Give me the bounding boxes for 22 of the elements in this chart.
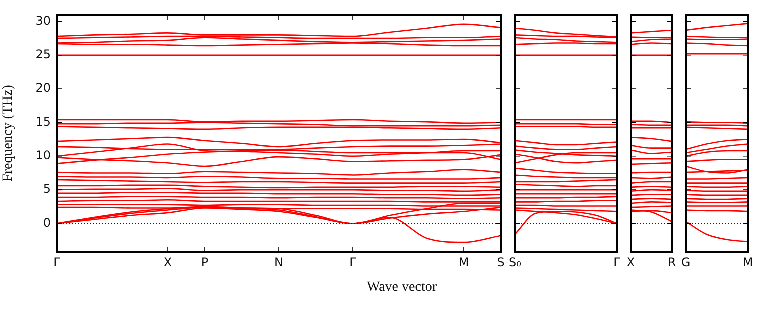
y-tick-label: 0 [43, 216, 51, 230]
y-tick-label: 25 [36, 48, 51, 62]
x-tick-label: P [201, 255, 209, 270]
y-tick-label: 20 [36, 81, 51, 96]
y-tick-label: 30 [36, 14, 51, 28]
x-tick-label: M [742, 255, 754, 270]
y-axis-title: Frequency (THz) [1, 84, 16, 182]
x-tick-label: Γ [614, 255, 621, 270]
x-tick-label: M [458, 255, 470, 270]
x-axis-title: Wave vector [366, 280, 438, 296]
x-tick-label: Γ [54, 255, 61, 270]
y-tick-label: 10 [36, 148, 51, 163]
x-tick-label: X [626, 255, 636, 270]
x-tick-label: S [497, 255, 505, 270]
y-tick-label: 15 [36, 114, 51, 129]
x-tick-label: G [681, 255, 691, 270]
x-tick-label: R [668, 255, 676, 270]
x-tick-label: X [164, 255, 172, 270]
x-tick-label: Γ [350, 255, 357, 270]
x-tick-label: S₀ [508, 255, 522, 270]
y-tick-label: 5 [43, 182, 51, 196]
x-tick-label: N [274, 255, 284, 270]
